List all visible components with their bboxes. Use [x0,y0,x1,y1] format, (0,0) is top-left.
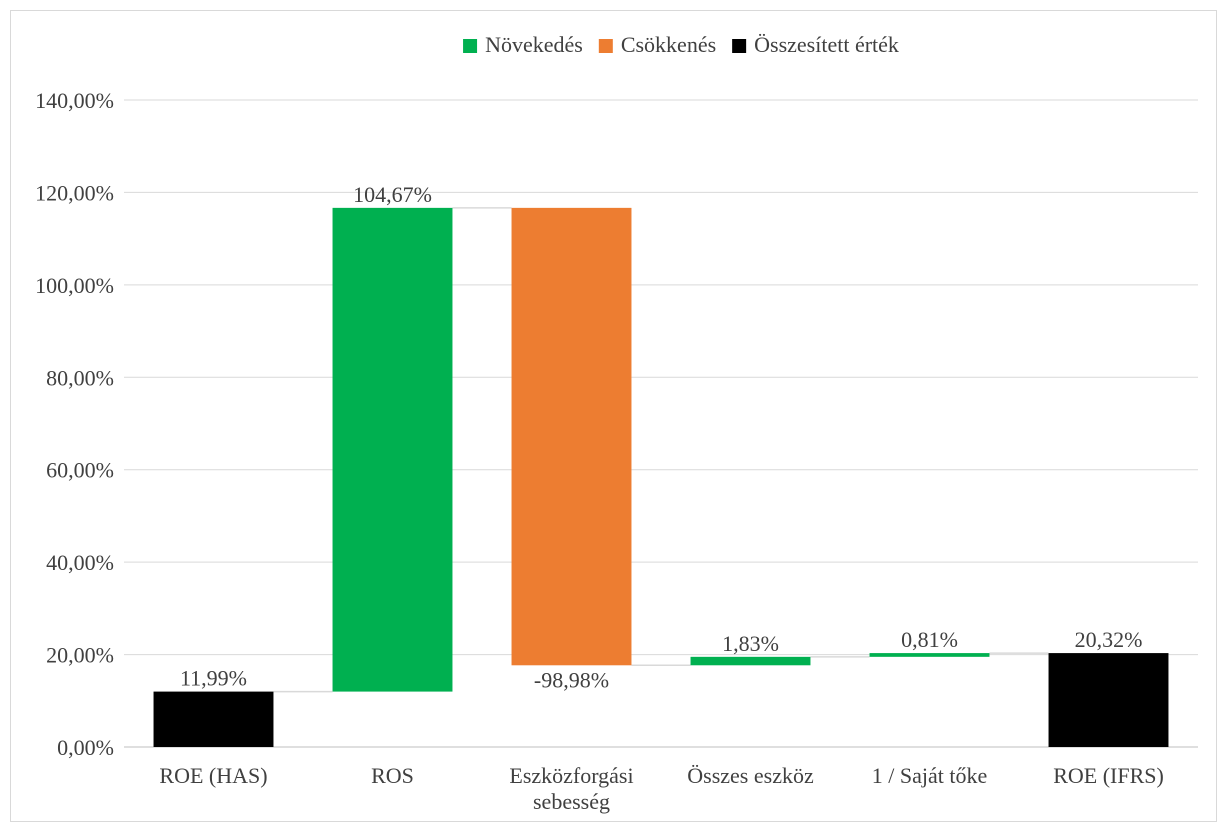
data-label: 0,81% [901,627,958,652]
legend-swatch-total [732,39,747,53]
x-tick-label: ROE (IFRS) [1053,763,1164,788]
bar-decrease [511,207,632,666]
y-tick-label: 40,00% [46,550,114,575]
y-tick-label: 20,00% [46,643,114,668]
x-tick-label: Összes eszköz [687,763,814,788]
legend-swatch-increase [463,39,478,53]
bar-increase [869,653,990,657]
x-tick-label: 1 / Saját tőke [872,763,987,788]
data-label: 1,83% [722,631,779,656]
y-tick-label: 60,00% [46,458,114,483]
x-tick-label: Eszközforgási [509,763,633,788]
data-label: 20,32% [1075,627,1143,652]
x-tick-label: ROS [371,763,414,788]
x-tick-label: sebesség [533,789,610,814]
bar-total [153,691,274,747]
legend-swatch-decrease [598,39,613,53]
data-label: 104,67% [353,182,432,207]
y-tick-label: 140,00% [35,88,114,113]
y-tick-label: 0,00% [57,735,114,760]
legend-label-decrease: Csökkenés [621,32,716,57]
bar-total [1048,653,1169,747]
legend-label-increase: Növekedés [485,32,583,57]
y-tick-label: 120,00% [35,180,114,205]
bar-increase [690,656,811,666]
y-tick-label: 80,00% [46,365,114,390]
bar-increase [332,207,453,692]
legend: Növekedés Csökkenés Összesített érték [463,32,899,57]
y-tick-label: 100,00% [35,273,114,298]
data-label: -98,98% [534,667,609,692]
chart-frame [10,10,1217,822]
x-tick-label: ROE (HAS) [159,763,267,788]
data-label: 11,99% [180,666,247,691]
legend-label-total: Összesített érték [754,32,899,57]
